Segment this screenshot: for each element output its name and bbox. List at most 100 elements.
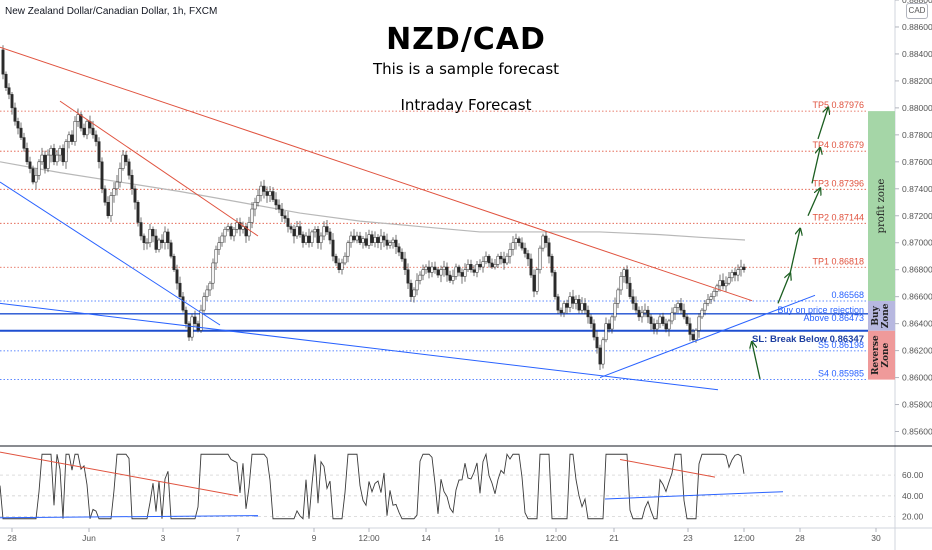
bear-candle bbox=[688, 323, 692, 335]
bull-candle bbox=[145, 242, 149, 244]
bull-candle bbox=[67, 134, 71, 142]
rsi-resistance-trendline[interactable] bbox=[619, 458, 716, 478]
bear-candle bbox=[394, 239, 398, 248]
bull-candle bbox=[670, 312, 674, 322]
bear-candle bbox=[307, 235, 311, 243]
forecast-arrow bbox=[789, 229, 800, 274]
bull-candle bbox=[55, 154, 59, 163]
support-level-label: S5 0.86198 bbox=[818, 340, 864, 350]
time-tick-label: 28 bbox=[7, 533, 17, 543]
bull-candle bbox=[64, 141, 68, 163]
bull-candle bbox=[310, 231, 314, 243]
bull-candle bbox=[388, 242, 392, 246]
bear-candle bbox=[532, 274, 536, 292]
bull-candle bbox=[115, 181, 119, 190]
bear-candle bbox=[238, 222, 242, 230]
bear-candle bbox=[301, 234, 305, 243]
bear-candle bbox=[376, 237, 380, 243]
bear-candle bbox=[364, 238, 368, 246]
bear-candle bbox=[82, 127, 86, 136]
bear-candle bbox=[292, 228, 296, 237]
bull-candle bbox=[322, 226, 326, 237]
profit-zone bbox=[868, 111, 895, 301]
symbol-info: New Zealand Dollar/Canadian Dollar, 1h, … bbox=[5, 6, 218, 17]
bull-candle bbox=[40, 154, 44, 163]
bear-candle bbox=[331, 239, 335, 257]
bull-candle bbox=[208, 282, 212, 291]
bear-candle bbox=[631, 296, 635, 304]
bear-candle bbox=[298, 226, 302, 235]
currency-badge[interactable]: CAD bbox=[906, 3, 928, 19]
rsi-support-trendline[interactable] bbox=[0, 515, 259, 519]
price-tick-label: 0.88000 bbox=[902, 103, 932, 113]
rsi-tick-label: 20.00 bbox=[902, 512, 924, 522]
bear-candle bbox=[43, 154, 47, 169]
price-tick-label: 0.87400 bbox=[902, 184, 932, 194]
reverse-zone bbox=[868, 330, 895, 380]
resistance-trendline[interactable] bbox=[59, 100, 259, 237]
bear-candle bbox=[10, 94, 14, 109]
bear-candle bbox=[184, 309, 188, 324]
rsi-resistance-trendline[interactable] bbox=[0, 451, 239, 497]
bull-candle bbox=[259, 185, 263, 196]
bull-candle bbox=[727, 277, 731, 284]
bear-candle bbox=[406, 269, 410, 284]
bear-candle bbox=[178, 282, 182, 297]
bear-candle bbox=[427, 266, 431, 273]
bear-candle bbox=[520, 242, 524, 249]
time-tick-label: 14 bbox=[421, 533, 431, 543]
bull-candle bbox=[340, 262, 344, 270]
bear-candle bbox=[664, 323, 668, 330]
profit-zone-label: profit zone bbox=[876, 179, 887, 234]
bull-candle bbox=[535, 269, 539, 292]
buy-zone-label: Buy bbox=[871, 305, 881, 325]
bear-candle bbox=[400, 251, 404, 260]
bear-candle bbox=[628, 282, 632, 297]
forecast-arrow bbox=[811, 148, 820, 184]
tp-level-label: TP5 0.87976 bbox=[812, 100, 864, 110]
reverse-zone-label: Zone bbox=[881, 342, 891, 367]
resistance-trendline[interactable] bbox=[0, 46, 753, 302]
tp-level-label: TP4 0.87679 bbox=[812, 140, 864, 150]
bull-candle bbox=[463, 269, 467, 277]
bear-candle bbox=[679, 303, 683, 311]
bear-candle bbox=[52, 148, 56, 163]
bull-candle bbox=[415, 280, 419, 291]
bull-candle bbox=[46, 154, 50, 169]
time-tick-label: 28 bbox=[795, 533, 805, 543]
bear-candle bbox=[334, 255, 338, 264]
tp-level-label: TP1 0.86818 bbox=[812, 256, 864, 266]
rsi-support-trendline[interactable] bbox=[604, 491, 784, 500]
bull-candle bbox=[223, 228, 227, 237]
support-trendline[interactable] bbox=[0, 302, 719, 391]
bull-candle bbox=[505, 255, 509, 264]
price-tick-label: 0.86800 bbox=[902, 265, 932, 275]
rsi-tick-label: 40.00 bbox=[902, 491, 924, 501]
support-trendline[interactable] bbox=[0, 181, 221, 326]
bear-candle bbox=[595, 336, 599, 349]
bear-candle bbox=[142, 235, 146, 243]
bull-candle bbox=[697, 316, 701, 331]
bear-candle bbox=[133, 188, 137, 203]
bear-candle bbox=[487, 255, 491, 264]
bull-candle bbox=[724, 282, 728, 287]
bear-candle bbox=[97, 141, 101, 163]
bull-candle bbox=[640, 312, 644, 318]
bull-candle bbox=[148, 228, 152, 243]
chart-subtitle: This is a sample forecast bbox=[372, 60, 560, 78]
bull-candle bbox=[379, 235, 383, 243]
bear-candle bbox=[289, 226, 293, 230]
bear-candle bbox=[448, 274, 452, 281]
time-tick-label: 3 bbox=[161, 533, 166, 543]
support-trendline[interactable] bbox=[599, 294, 816, 379]
time-tick-label: 16 bbox=[494, 533, 504, 543]
price-tick-label: 0.88400 bbox=[902, 49, 932, 59]
price-tick-label: 0.86000 bbox=[902, 373, 932, 383]
bear-candle bbox=[154, 235, 158, 250]
bull-candle bbox=[367, 234, 371, 246]
bull-candle bbox=[451, 276, 455, 281]
bear-candle bbox=[469, 264, 473, 270]
bear-candle bbox=[742, 266, 746, 270]
